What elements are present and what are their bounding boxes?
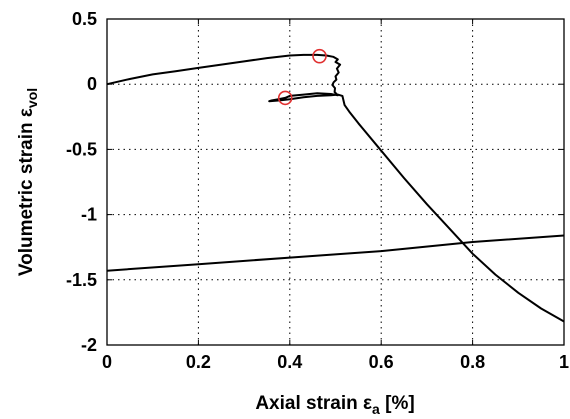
- x-tick-label: 0.2: [186, 352, 211, 372]
- x-tick-label: 1: [559, 352, 569, 372]
- y-axis-title-main: Volumetric strain ε: [16, 108, 37, 276]
- marker-circle-1: [312, 48, 327, 64]
- x-axis-title-unit: [%]: [380, 393, 415, 414]
- y-tick-label: -0.5: [66, 139, 97, 159]
- x-axis-title: Axial strain εa [%]: [255, 393, 414, 417]
- y-tick-label: -1: [81, 205, 97, 225]
- y-tick-label: -1.5: [66, 270, 97, 290]
- y-axis-title-subscript: vol: [24, 88, 40, 108]
- series-line-2: [106, 234, 565, 272]
- marker-circle-2: [277, 90, 293, 106]
- x-tick-label: 0.8: [460, 352, 485, 372]
- y-axis-title: Volumetric strain εvol: [16, 88, 40, 276]
- y-tick-label: 0.5: [72, 9, 97, 29]
- grid-lines: [107, 19, 564, 345]
- x-tick-label: 0: [102, 352, 112, 372]
- y-ticks: 0.5 0 -0.5 -1 -1.5 -2: [66, 9, 564, 355]
- y-tick-label: -2: [81, 335, 97, 355]
- x-axis-title-main: Axial strain ε: [255, 393, 372, 414]
- x-ticks: 0 0.2 0.4 0.6 0.8 1: [102, 19, 569, 372]
- plot-area: [107, 19, 564, 345]
- x-tick-label: 0.4: [277, 352, 302, 372]
- y-tick-label: 0: [87, 74, 97, 94]
- plot-frame: [106, 18, 565, 346]
- highlight-markers: [277, 48, 327, 106]
- series-line-1: [106, 53, 565, 323]
- x-tick-label: 0.6: [369, 352, 394, 372]
- x-axis-title-subscript: a: [372, 401, 380, 417]
- data-series: [106, 53, 565, 323]
